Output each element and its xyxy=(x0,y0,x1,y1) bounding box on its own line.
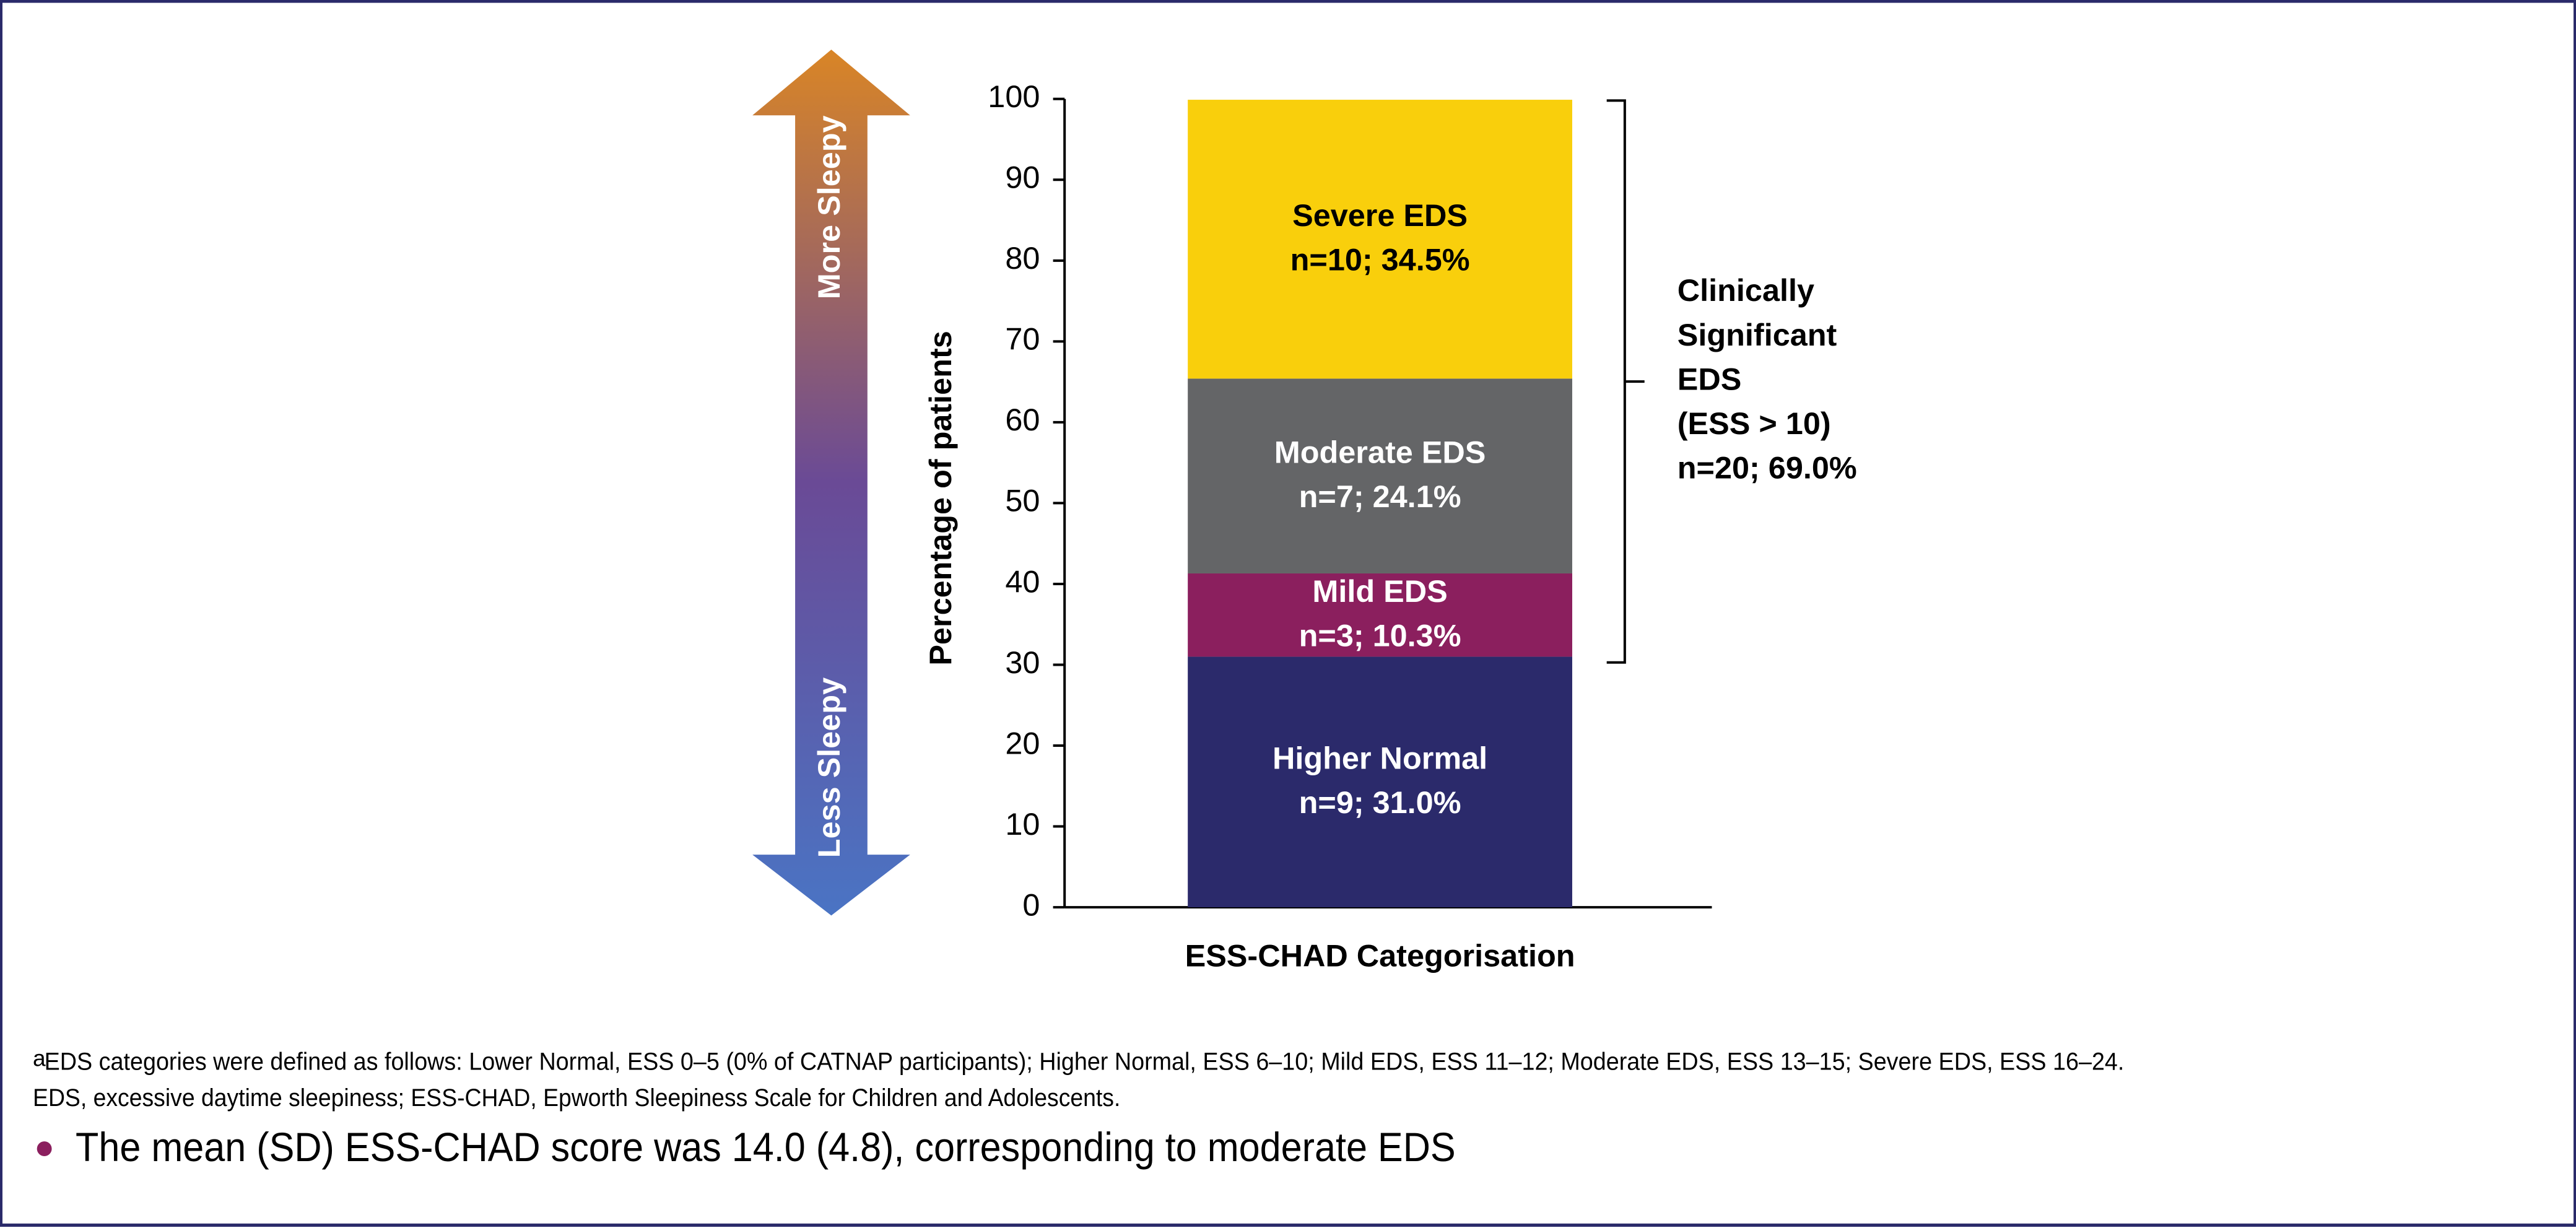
y-tick-label: 70 xyxy=(1005,321,1040,357)
footnote: EDS categories were defined as follows: … xyxy=(45,1048,2125,1076)
y-tick-label: 50 xyxy=(1005,483,1040,518)
footnote: EDS, excessive daytime sleepiness; ESS-C… xyxy=(33,1084,1120,1112)
bar-segment xyxy=(1188,378,1572,573)
y-axis-label: Percentage of patients xyxy=(923,331,958,665)
arrow-bottom-label: Less Sleepy xyxy=(811,677,846,858)
bullet-dot xyxy=(37,1141,52,1157)
segment-label: Moderate EDS xyxy=(1274,435,1486,470)
footnote-marker: a xyxy=(33,1045,46,1071)
y-tick-label: 30 xyxy=(1005,645,1040,680)
y-tick-label: 0 xyxy=(1022,887,1040,922)
y-tick-label: 90 xyxy=(1005,160,1040,195)
bracket-label: (ESS > 10) xyxy=(1677,406,1831,441)
y-tick-label: 40 xyxy=(1005,564,1040,599)
x-axis-label: ESS-CHAD Categorisation xyxy=(1185,938,1575,973)
bracket xyxy=(1606,99,1645,664)
arrow-top-label: More Sleepy xyxy=(811,115,846,299)
segment-value-label: n=7; 24.1% xyxy=(1299,479,1461,514)
y-tick-label: 20 xyxy=(1005,725,1040,760)
segment-value-label: n=10; 34.5% xyxy=(1290,242,1470,277)
segment-label: Higher Normal xyxy=(1273,741,1487,776)
bracket-label: Clinically xyxy=(1677,272,1814,308)
segment-value-label: n=3; 10.3% xyxy=(1299,618,1461,653)
y-tick-label: 10 xyxy=(1005,806,1040,842)
y-tick-label: 80 xyxy=(1005,240,1040,276)
bar-segment xyxy=(1188,100,1572,379)
segment-label: Mild EDS xyxy=(1312,573,1447,609)
y-tick-label: 100 xyxy=(988,79,1040,114)
bracket-label: Significant xyxy=(1677,317,1837,352)
bar-segment xyxy=(1188,656,1572,908)
sleepiness-arrow xyxy=(752,50,910,916)
segment-value-label: n=9; 31.0% xyxy=(1299,785,1461,820)
bracket-label: EDS xyxy=(1677,361,1742,396)
bracket-label: n=20; 69.0% xyxy=(1677,450,1857,486)
y-tick-label: 60 xyxy=(1005,402,1040,437)
segment-label: Severe EDS xyxy=(1292,198,1468,233)
bar-segment xyxy=(1188,573,1572,657)
bullet-text: The mean (SD) ESS-CHAD score was 14.0 (4… xyxy=(76,1125,1456,1170)
